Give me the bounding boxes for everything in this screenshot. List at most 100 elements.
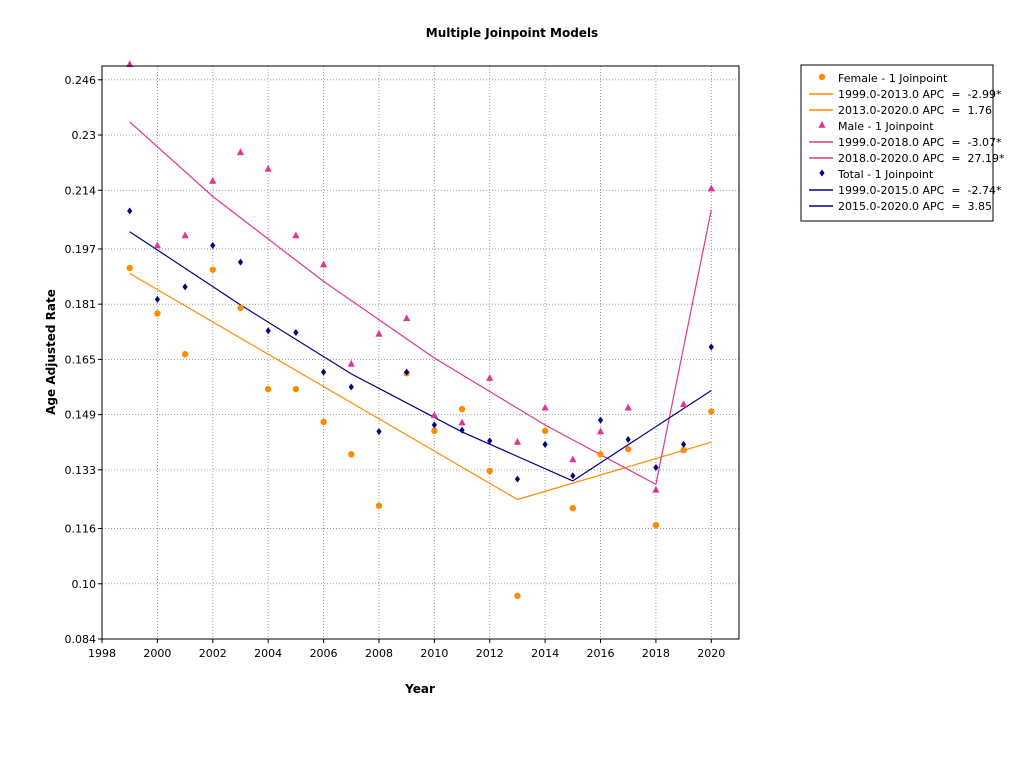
female-data-point	[625, 445, 632, 453]
male-data-point	[403, 314, 411, 322]
legend-entry-label: 2018.0-2020.0 APC = 27.19*	[838, 152, 1005, 165]
legend-marker-symbol	[818, 121, 826, 128]
female-data-point	[569, 504, 577, 512]
y-tick-label: 0.149	[65, 409, 97, 422]
total-data-point	[431, 421, 437, 429]
male-data-point	[209, 176, 217, 184]
male-data-point	[596, 427, 605, 435]
female-data-point	[126, 264, 133, 272]
total-data-point	[487, 437, 493, 445]
female-data-point	[597, 451, 604, 458]
legend: Female - 1 Joinpoint 1999.0-2013.0 APC = …	[800, 64, 1005, 222]
male-data-point	[707, 184, 715, 192]
total-data-point	[653, 463, 659, 471]
legend-entry-label: 1999.0-2018.0 APC = -3.07*	[838, 136, 1002, 149]
legend-entry-label: Total - 1 Joinpoint	[837, 168, 934, 181]
y-tick-label: 0.246	[65, 74, 97, 87]
total-data-point	[542, 440, 548, 448]
female-data-point	[486, 467, 493, 475]
data-points	[126, 60, 715, 600]
fit-line-segment	[572, 389, 712, 482]
total-data-point	[154, 295, 160, 303]
y-tick-label: 0.197	[65, 243, 97, 256]
x-tick-label: 2006	[310, 647, 338, 660]
female-data-point	[348, 451, 355, 458]
legend-marker-symbol	[819, 169, 825, 177]
male-data-point	[375, 329, 383, 337]
female-data-point	[652, 521, 660, 529]
male-data-point	[680, 400, 688, 408]
male-data-point	[569, 455, 577, 463]
male-data-point	[319, 260, 328, 268]
y-axis-title: Age Adjusted Rate	[44, 289, 58, 415]
male-data-point	[347, 359, 355, 367]
x-tick-label: 2002	[199, 647, 227, 660]
total-data-point	[182, 283, 188, 291]
female-data-point	[237, 304, 244, 312]
x-tick-label: 2016	[587, 647, 615, 660]
y-tick-label: 0.133	[65, 464, 97, 477]
legend-entry-label: 1999.0-2015.0 APC = -2.74*	[838, 184, 1002, 197]
total-data-point	[210, 241, 216, 249]
axis-ticks: 1998 2000 2002 2004 2006 2008 2010 2012 2014 2016…	[65, 74, 726, 660]
total-data-point	[597, 416, 604, 424]
total-data-point	[237, 258, 244, 266]
total-data-point	[514, 475, 521, 483]
chart-title: Multiple Joinpoint Models	[426, 26, 598, 40]
male-data-point	[236, 148, 245, 156]
legend-marker-symbol	[818, 73, 826, 81]
legend-entry-label: Female - 1 Joinpoint	[838, 72, 948, 85]
total-data-point	[459, 426, 465, 434]
male-data-point	[541, 403, 549, 411]
total-data-point	[625, 435, 631, 443]
female-data-point	[431, 427, 438, 435]
fit-line-segment	[129, 272, 518, 501]
female-data-point	[541, 427, 549, 435]
x-tick-label: 2000	[143, 647, 171, 660]
grid-lines	[102, 66, 739, 639]
total-data-point	[404, 368, 410, 376]
legend-entry-label: Male - 1 Joinpoint	[838, 120, 934, 133]
legend-entry-label: 2013.0-2020.0 APC = 1.76	[838, 104, 992, 117]
total-data-point	[293, 328, 299, 336]
total-data-point	[127, 207, 133, 215]
fit-line-segment	[655, 209, 712, 485]
male-data-point	[624, 403, 632, 411]
total-data-point	[708, 343, 714, 351]
legend-frame	[800, 64, 994, 222]
x-tick-label: 2004	[254, 647, 282, 660]
male-data-point	[513, 437, 522, 445]
x-tick-label: 2018	[642, 647, 670, 660]
x-tick-label: 2014	[531, 647, 559, 660]
x-tick-label: 2008	[365, 647, 393, 660]
y-tick-label: 0.116	[65, 523, 97, 536]
male-data-point	[153, 241, 161, 249]
female-data-point	[458, 405, 466, 413]
legend-entry-label: 1999.0-2013.0 APC = -2.99*	[838, 88, 1002, 101]
y-tick-label: 0.214	[65, 184, 97, 197]
x-tick-label: 2010	[420, 647, 448, 660]
fit-lines	[129, 121, 712, 501]
x-tick-label: 2012	[476, 647, 504, 660]
total-data-point	[265, 327, 271, 335]
legend-entry-label: 2015.0-2020.0 APC = 3.85	[838, 200, 992, 213]
male-data-point	[486, 374, 494, 381]
female-data-point	[181, 351, 189, 358]
x-tick-label: 1998	[88, 647, 116, 660]
total-data-point	[681, 440, 687, 448]
fit-line-segment	[129, 231, 574, 482]
y-tick-label: 0.23	[72, 129, 97, 142]
male-data-point	[264, 164, 272, 172]
plot-area-frame	[101, 65, 740, 640]
y-tick-label: 0.181	[65, 298, 97, 311]
female-data-point	[680, 446, 687, 454]
female-data-point	[514, 592, 521, 600]
y-tick-label: 0.165	[65, 353, 97, 366]
total-data-point	[320, 368, 327, 376]
male-data-point	[652, 485, 660, 493]
y-tick-label: 0.084	[65, 633, 97, 646]
fit-line-segment	[517, 441, 712, 501]
female-data-point	[154, 310, 161, 317]
total-data-point	[348, 383, 354, 391]
